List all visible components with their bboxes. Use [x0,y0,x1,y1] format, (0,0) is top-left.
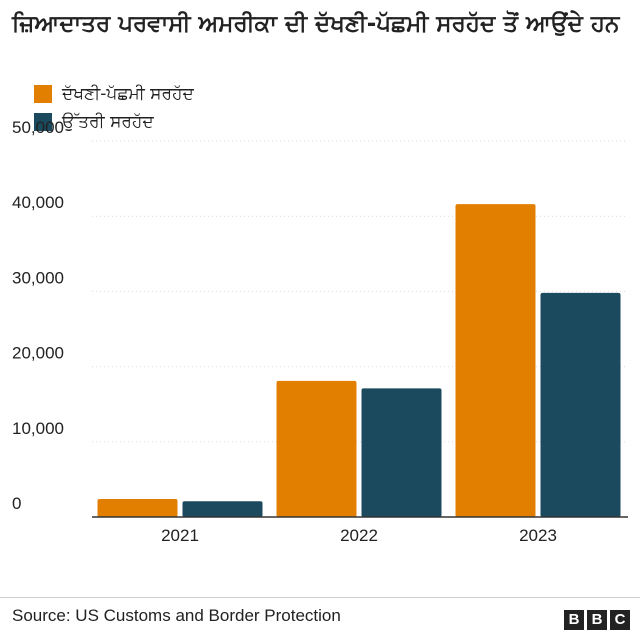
bar-southwest-2021 [97,498,178,517]
bar-northern-2022 [361,388,442,517]
bar-northern-2021 [182,501,263,517]
legend-label-southwest: ਦੱਖਣੀ-ਪੱਛਮੀ ਸਰਹੱਦ [62,84,194,104]
bar-southwest-2023 [455,204,536,517]
bbc-logo-letter: B [564,610,584,630]
legend: ਦੱਖਣੀ-ਪੱਛਮੀ ਸਰਹੱਦ ਉੱਤਰੀ ਸਰਹੱਦ [34,82,194,138]
legend-item-northern: ਉੱਤਰੀ ਸਰਹੱਦ [34,110,194,134]
y-tick-label: 50,000 [12,118,64,137]
bbc-logo-letter: C [610,610,630,630]
y-tick-label: 40,000 [12,193,64,212]
source-note: Source: US Customs and Border Protection [12,606,341,625]
bbc-logo-letter: B [587,610,607,630]
y-tick-label: 30,000 [12,268,64,287]
legend-swatch-southwest [34,85,52,103]
y-tick-label: 0 [12,494,21,513]
footer-divider [0,597,640,598]
legend-swatch-northern [34,113,52,131]
chart-title: ਜ਼ਿਆਦਾਤਰ ਪਰਵਾਸੀ ਅਮਰੀਕਾ ਦੀ ਦੱਖਣੀ-ਪੱਛਮੀ ਸਰ… [12,11,620,37]
legend-label-northern: ਉੱਤਰੀ ਸਰਹੱਦ [62,112,154,132]
bar-southwest-2022 [276,380,357,517]
x-tick-label: 2023 [519,526,557,545]
y-tick-label: 10,000 [12,419,64,438]
bar-chart: 0 10,000 20,000 30,000 40,000 50,000 2021 2022 2… [12,118,628,545]
y-tick-label: 20,000 [12,344,64,363]
x-tick-label: 2021 [161,526,199,545]
bar-northern-2023 [540,292,621,517]
x-tick-label: 2022 [340,526,378,545]
legend-item-southwest: ਦੱਖਣੀ-ਪੱਛਮੀ ਸਰਹੱਦ [34,82,194,106]
bbc-logo: B B C [564,610,630,630]
